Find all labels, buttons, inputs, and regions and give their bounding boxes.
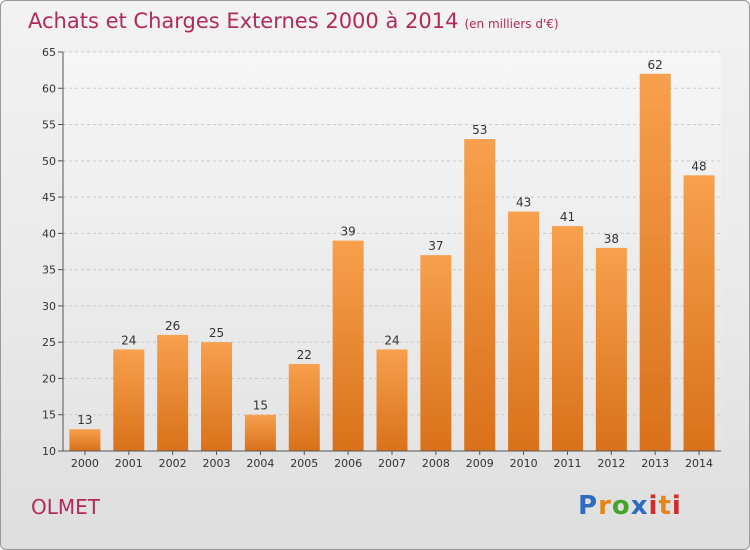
y-tick-label: 55 <box>42 119 56 132</box>
data-label: 15 <box>253 399 268 413</box>
proxiti-logo: Proxiti <box>578 491 682 521</box>
commune-name: OLMET <box>31 495 100 519</box>
bar <box>288 363 320 451</box>
y-tick-label: 30 <box>42 300 56 313</box>
x-tick-label: 2002 <box>159 457 187 470</box>
data-label: 22 <box>297 348 312 362</box>
data-label: 26 <box>165 319 180 333</box>
y-tick-label: 60 <box>42 82 56 95</box>
bar <box>595 247 627 451</box>
chart-subtitle: (en milliers d'€) <box>464 17 559 31</box>
bar <box>332 240 364 451</box>
data-label: 24 <box>121 333 136 347</box>
x-tick-label: 2006 <box>334 457 362 470</box>
x-tick-label: 2010 <box>510 457 538 470</box>
bar <box>683 175 715 451</box>
bar <box>201 342 233 451</box>
chart-title-text: Achats et Charges Externes 2000 à 2014 <box>28 9 459 33</box>
data-label: 62 <box>648 58 663 72</box>
bar <box>113 349 145 451</box>
data-label: 48 <box>691 159 706 173</box>
x-tick-label: 2008 <box>422 457 450 470</box>
y-tick-label: 25 <box>42 336 56 349</box>
data-label: 43 <box>516 196 531 210</box>
y-tick-label: 40 <box>42 227 56 240</box>
x-tick-label: 2014 <box>685 457 713 470</box>
data-label: 41 <box>560 210 575 224</box>
y-tick-label: 20 <box>42 372 56 385</box>
bar <box>157 334 189 451</box>
bar <box>639 73 671 451</box>
x-tick-label: 2007 <box>378 457 406 470</box>
y-tick-label: 50 <box>42 155 56 168</box>
x-tick-label: 2004 <box>246 457 274 470</box>
data-label: 25 <box>209 326 224 340</box>
x-tick-label: 2009 <box>466 457 494 470</box>
bar <box>551 226 583 451</box>
y-tick-label: 35 <box>42 264 56 277</box>
bar <box>464 139 496 451</box>
x-tick-label: 2013 <box>641 457 669 470</box>
y-tick-label: 45 <box>42 191 56 204</box>
x-tick-label: 2011 <box>553 457 581 470</box>
x-tick-label: 2000 <box>71 457 99 470</box>
bar <box>69 429 101 451</box>
bar <box>376 349 408 451</box>
chart-title: Achats et Charges Externes 2000 à 2014 (e… <box>28 9 559 33</box>
data-label: 24 <box>384 333 399 347</box>
data-label: 53 <box>472 123 487 137</box>
data-label: 39 <box>340 225 355 239</box>
bar <box>420 255 452 451</box>
y-tick-label: 15 <box>42 409 56 422</box>
bar <box>508 211 540 451</box>
x-tick-label: 2005 <box>290 457 318 470</box>
y-tick-label: 10 <box>42 445 56 458</box>
bar <box>244 414 276 451</box>
x-axis: 2000 2001 2002 2003 2004 2005 2006 2007 2008 2009… <box>63 450 721 470</box>
x-tick-label: 2003 <box>203 457 231 470</box>
y-axis: 10 15 20 25 30 35 40 45 50 55 60 65 <box>42 46 64 458</box>
data-label: 38 <box>604 232 619 246</box>
x-tick-label: 2001 <box>115 457 143 470</box>
y-tick-label: 65 <box>42 46 56 59</box>
data-label: 13 <box>77 413 92 427</box>
bars: 13 24 26 25 15 22 39 24 37 53 43 41 38 62 48 <box>69 58 715 451</box>
x-tick-label: 2012 <box>597 457 625 470</box>
data-label: 37 <box>428 239 443 253</box>
